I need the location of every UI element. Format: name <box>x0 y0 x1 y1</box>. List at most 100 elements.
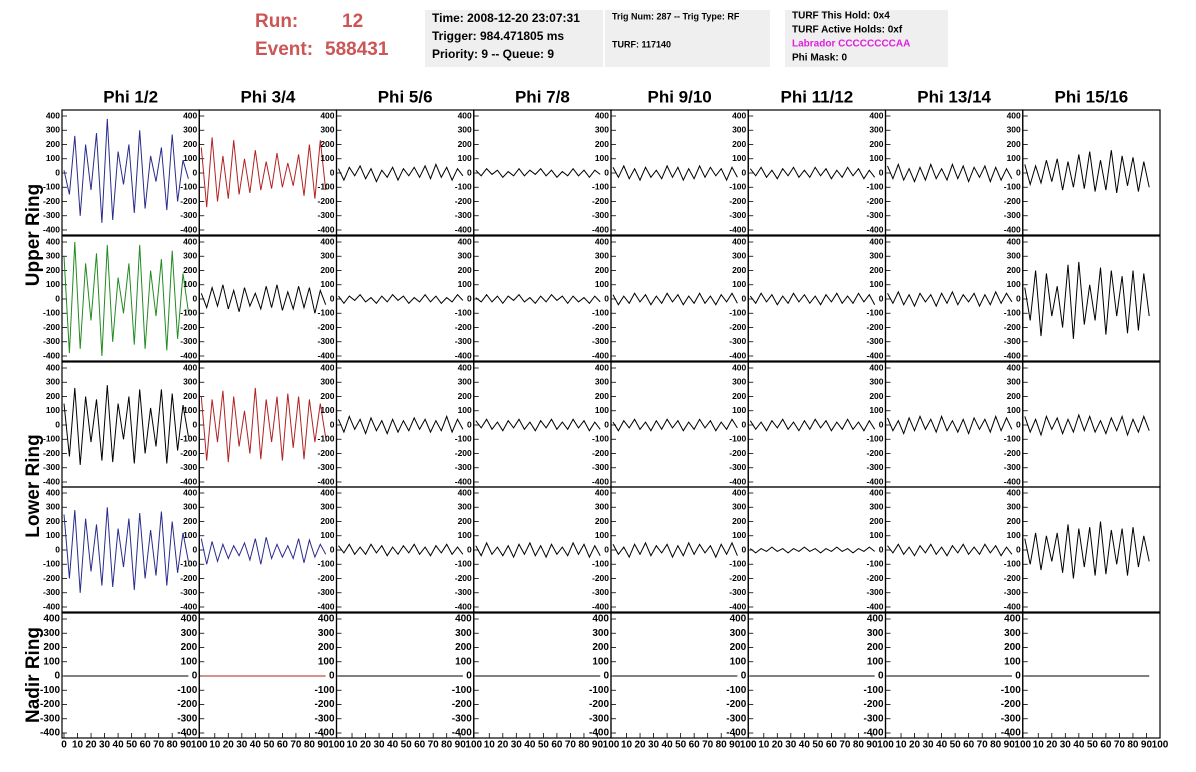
y-tick-label: 400 <box>183 487 197 497</box>
y-tick-label: -300 <box>180 462 197 472</box>
x-tick-label: 90 <box>1004 740 1016 751</box>
y-tick-label: 400 <box>46 236 60 246</box>
y-tick-label: -300 <box>589 713 609 724</box>
y-tick-label: 300 <box>318 628 335 639</box>
panel-frame <box>61 361 200 488</box>
y-tick-label: -200 <box>317 573 334 583</box>
y-tick-label: -100 <box>43 434 60 444</box>
x-tick-label: 100 <box>740 740 757 751</box>
y-tick-label: -100 <box>589 685 609 696</box>
y-tick-label: -100 <box>180 434 197 444</box>
y-tick-label: -100 <box>866 434 883 444</box>
x-tick-label: 80 <box>716 740 728 751</box>
y-tick-label: -100 <box>43 559 60 569</box>
x-tick-label: 70 <box>702 740 714 751</box>
y-tick-label: 300 <box>595 125 609 135</box>
y-tick-label: 300 <box>183 251 197 261</box>
y-tick-label: -200 <box>1004 322 1021 332</box>
y-tick-label: -300 <box>866 210 883 220</box>
y-tick-label: 200 <box>869 265 883 275</box>
waveform <box>1024 261 1150 339</box>
x-tick-label: 20 <box>634 740 646 751</box>
panel-frame <box>747 361 887 488</box>
y-tick-label: -200 <box>592 448 609 458</box>
y-tick-label: 300 <box>732 251 746 261</box>
waveform <box>475 293 601 305</box>
y-tick-label: -100 <box>866 308 883 318</box>
x-tick-label: 60 <box>414 740 426 751</box>
y-tick-label: -100 <box>43 182 60 192</box>
y-tick-label: -300 <box>180 587 197 597</box>
y-tick-label: -400 <box>726 728 746 739</box>
y-tick-label: 0 <box>604 419 609 429</box>
x-tick-label: 70 <box>1114 740 1126 751</box>
y-tick-label: -400 <box>43 476 60 486</box>
y-tick-label: 300 <box>732 125 746 135</box>
y-tick-label: -400 <box>314 728 334 739</box>
y-tick-label: -300 <box>592 462 609 472</box>
y-tick-label: -100 <box>455 182 472 192</box>
y-tick-label: 100 <box>732 530 746 540</box>
y-tick-label: 400 <box>1007 362 1021 372</box>
y-tick-label: 200 <box>595 391 609 401</box>
info-line: TURF: 117140 <box>612 39 671 49</box>
y-tick-label: 400 <box>1007 236 1021 246</box>
y-tick-label: 100 <box>458 405 472 415</box>
y-tick-label: -100 <box>43 308 60 318</box>
y-tick-label: -200 <box>729 573 746 583</box>
waveform <box>749 166 876 180</box>
x-tick-label: 70 <box>977 740 989 751</box>
y-tick-label: 200 <box>183 391 197 401</box>
y-tick-label: -300 <box>180 210 197 220</box>
y-tick-label: -400 <box>1004 350 1021 360</box>
waveform <box>1024 521 1150 579</box>
waveform <box>887 162 1013 184</box>
y-tick-label: 100 <box>46 405 60 415</box>
panel-frame <box>1022 109 1161 236</box>
x-tick-label: 90 <box>455 740 467 751</box>
y-tick-label: 400 <box>458 110 472 120</box>
y-tick-label: 0 <box>742 419 747 429</box>
y-tick-label: -200 <box>43 196 60 206</box>
panel-frame <box>473 361 612 488</box>
x-tick-label: 70 <box>428 740 440 751</box>
y-tick-label: -200 <box>1004 448 1021 458</box>
y-tick-label: 400 <box>867 614 884 625</box>
event-label: Event: <box>255 39 313 60</box>
y-tick-label: -400 <box>592 350 609 360</box>
y-tick-label: 400 <box>458 487 472 497</box>
y-tick-label: -100 <box>317 559 334 569</box>
waveform <box>338 414 464 436</box>
y-tick-label: 300 <box>43 628 60 639</box>
x-tick-label: 50 <box>263 740 275 751</box>
y-tick-label: -100 <box>455 308 472 318</box>
y-tick-label: -300 <box>177 713 197 724</box>
x-tick-label: 60 <box>140 740 152 751</box>
y-tick-label: 200 <box>867 642 884 653</box>
y-tick-label: -400 <box>317 476 334 486</box>
y-tick-label: -200 <box>40 699 60 710</box>
y-tick-label: -400 <box>43 224 60 234</box>
y-tick-label: -100 <box>1004 434 1021 444</box>
x-tick-label: 40 <box>662 740 674 751</box>
y-tick-label: 400 <box>318 614 335 625</box>
column-title: Phi 7/8 <box>515 87 570 106</box>
y-tick-label: -200 <box>592 196 609 206</box>
x-tick-label: 100 <box>328 740 345 751</box>
x-tick-label: 40 <box>524 740 536 751</box>
y-tick-label: -100 <box>592 308 609 318</box>
row-label: Nadir Ring <box>23 627 44 723</box>
x-tick-label: 40 <box>936 740 948 751</box>
y-tick-label: -100 <box>863 685 883 696</box>
y-tick-label: 100 <box>869 153 883 163</box>
y-tick-label: -100 <box>729 308 746 318</box>
y-tick-label: -300 <box>729 210 746 220</box>
x-tick-label: 100 <box>1014 740 1031 751</box>
y-tick-label: 0 <box>878 671 884 682</box>
y-tick-label: -100 <box>729 434 746 444</box>
waveform <box>63 241 189 357</box>
y-tick-label: -100 <box>1004 559 1021 569</box>
y-tick-label: -100 <box>592 559 609 569</box>
y-tick-label: 400 <box>320 487 334 497</box>
y-tick-label: 200 <box>46 265 60 275</box>
